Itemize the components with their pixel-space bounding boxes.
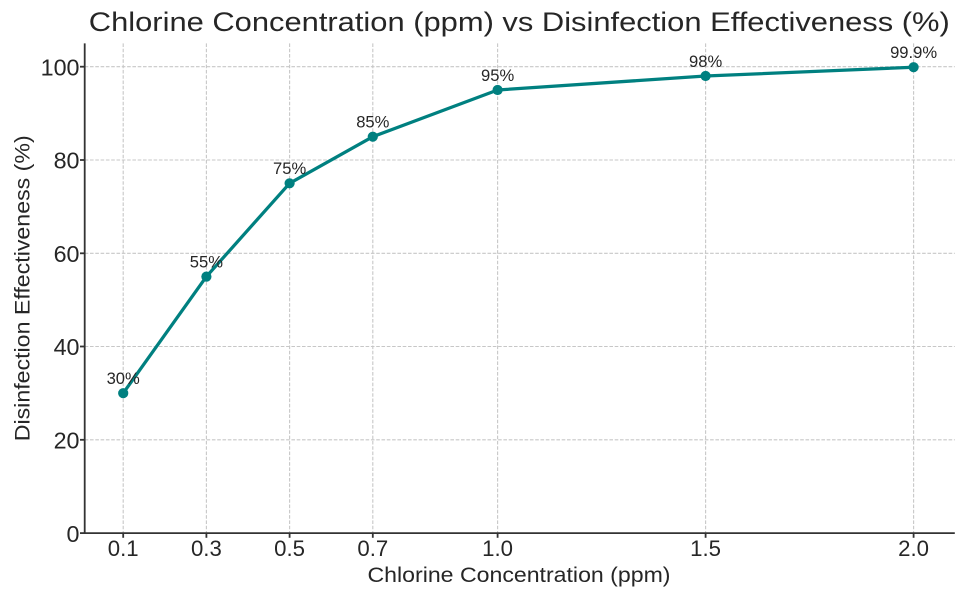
svg-text:0.3: 0.3 bbox=[191, 536, 222, 561]
svg-text:0: 0 bbox=[67, 521, 80, 547]
svg-text:98%: 98% bbox=[689, 52, 722, 71]
svg-text:0.5: 0.5 bbox=[274, 536, 305, 561]
svg-text:0.7: 0.7 bbox=[357, 536, 388, 561]
svg-text:80: 80 bbox=[54, 148, 80, 174]
svg-text:95%: 95% bbox=[481, 66, 514, 85]
svg-text:75%: 75% bbox=[273, 159, 306, 178]
svg-text:99.9%: 99.9% bbox=[890, 43, 937, 62]
svg-text:30%: 30% bbox=[107, 369, 140, 388]
svg-text:1.0: 1.0 bbox=[482, 536, 513, 561]
svg-text:Disinfection Effectiveness (%): Disinfection Effectiveness (%) bbox=[11, 135, 34, 441]
svg-text:40: 40 bbox=[54, 334, 80, 360]
svg-text:100: 100 bbox=[41, 54, 80, 80]
svg-text:1.5: 1.5 bbox=[690, 536, 721, 561]
svg-text:55%: 55% bbox=[190, 252, 223, 271]
svg-text:20: 20 bbox=[54, 428, 80, 454]
svg-text:60: 60 bbox=[54, 241, 80, 267]
svg-text:Chlorine Concentration (ppm): Chlorine Concentration (ppm) bbox=[368, 564, 671, 587]
svg-text:Chlorine Concentration (ppm) v: Chlorine Concentration (ppm) vs Disinfec… bbox=[89, 7, 950, 37]
svg-text:85%: 85% bbox=[356, 113, 389, 132]
svg-text:0.1: 0.1 bbox=[108, 536, 139, 561]
svg-text:2.0: 2.0 bbox=[898, 536, 929, 561]
